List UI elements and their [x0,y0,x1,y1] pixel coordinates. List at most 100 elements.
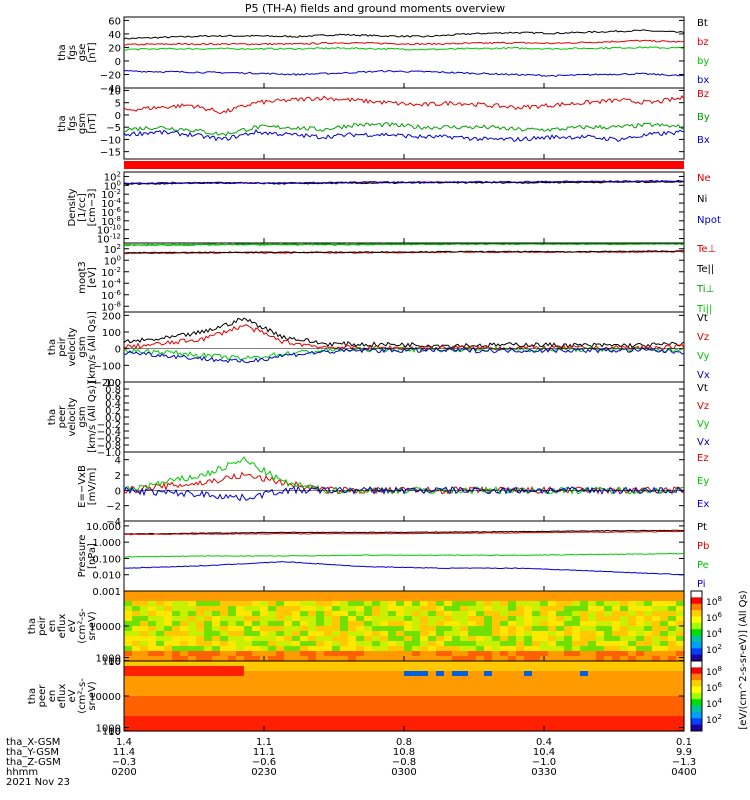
heatmap-cell [388,666,397,672]
heatmap-cell [260,626,269,632]
heatmap-cell [404,721,413,727]
heatmap-cell [628,601,637,607]
heatmap-cell [292,706,301,712]
heatmap-cell [300,721,309,727]
legend-entry: By [697,112,710,123]
heatmap-cell [300,716,309,722]
heatmap-cell [636,601,645,607]
heatmap-cell [380,666,389,672]
heatmap-cell [444,601,453,607]
heatmap-cell [340,686,349,692]
heatmap-cell [556,711,565,717]
heatmap-cell [420,636,429,642]
heatmap-cell [580,601,589,607]
heatmap-cell [228,671,237,677]
heatmap-cell [404,601,413,607]
colorbar-swatch [691,705,702,713]
heatmap-cell [276,696,285,702]
heatmap-cell [644,591,653,597]
heatmap-cell [132,706,141,712]
heatmap-cell [620,616,629,622]
heatmap-cell [524,701,533,707]
status-bar [124,161,684,169]
heatmap-cell [156,641,165,647]
heatmap-cell [404,596,413,602]
heatmap-cell [516,641,525,647]
ytick-label: 1000 [96,724,121,735]
heatmap-cell [580,661,589,667]
heatmap-cell [452,601,461,607]
heatmap-cell [420,686,429,692]
heatmap-cell [468,621,477,627]
heatmap-cell [140,651,149,657]
heatmap-cell [524,666,533,672]
heatmap-cell [124,696,133,702]
heatmap-cell [388,711,397,717]
heatmap-cell [524,716,533,722]
heatmap-cell [308,711,317,717]
heatmap-cell [556,606,565,612]
heatmap-cell [524,596,533,602]
heatmap-cell [604,651,613,657]
colorbar-swatch [691,597,702,605]
heatmap-cell [556,621,565,627]
ylabel: tha peir velocity gsm [km/s (All Qs)] [47,311,98,383]
heatmap-cell [188,616,197,622]
heatmap-cell [588,616,597,622]
heatmap-cell [236,616,245,622]
heatmap-cell [380,606,389,612]
heatmap-cell [132,686,141,692]
heatmap-cell [292,661,301,667]
heatmap-cell [316,651,325,657]
heatmap-cell [604,686,613,692]
heatmap-cell [588,626,597,632]
heatmap-cell [580,606,589,612]
heatmap-cell [172,701,181,707]
heatmap-cell [396,686,405,692]
heatmap-cell [476,606,485,612]
heatmap-cell [244,691,253,697]
heatmap-cell [356,626,365,632]
heatmap-cell [276,606,285,612]
heatmap-cell [380,701,389,707]
heatmap-cell [468,661,477,667]
heatmap-cell [212,636,221,642]
heatmap-cell [156,691,165,697]
heatmap-cell [332,641,341,647]
heatmap-cell [220,611,229,617]
heatmap-cell [372,691,381,697]
heatmap-cell [148,596,157,602]
heatmap-cell [548,631,557,637]
heatmap-cell [196,721,205,727]
heatmap-cell [348,706,357,712]
heatmap-cell [372,591,381,597]
heatmap-cell [268,681,277,687]
heatmap-cell [444,631,453,637]
heatmap-cell [492,716,501,722]
heatmap-cell [340,721,349,727]
heatmap-cell [652,621,661,627]
colorbar-swatch [691,648,702,656]
heatmap-cell [308,621,317,627]
heatmap-cell [324,641,333,647]
ylabel-line: eV [67,689,78,702]
colorbar-tick-exponent: 2 [717,643,721,651]
heatmap-cell [180,596,189,602]
legend-entry: Bx [697,135,710,146]
heatmap-cell [620,721,629,727]
legend-entry: Ti⊥ [696,284,714,295]
heatmap-cell [260,651,269,657]
x-tick-label: 0200 [111,767,136,778]
heatmap-cell [124,596,133,602]
heatmap-cell [452,716,461,722]
heatmap-cell [364,596,373,602]
heatmap-cell [380,611,389,617]
heatmap-cell [444,596,453,602]
colorbar-tick-exponent: 4 [717,697,722,705]
heatmap-cell [340,591,349,597]
heatmap-cell [492,601,501,607]
heatmap-cell [532,706,541,712]
heatmap-cell [148,641,157,647]
heatmap-cell [284,711,293,717]
heatmap-cell [132,666,141,672]
